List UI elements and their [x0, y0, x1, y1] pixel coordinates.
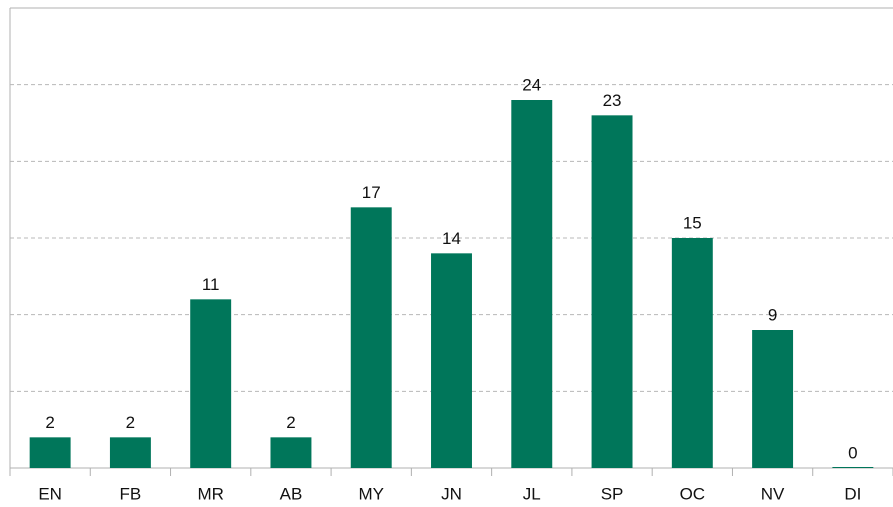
value-label: 11: [202, 275, 220, 294]
x-tick-label: MR: [197, 484, 223, 503]
bar: [511, 100, 553, 468]
x-tick-label: AB: [280, 484, 303, 503]
x-tick-label: SP: [601, 484, 624, 503]
x-tick-label: NV: [761, 484, 785, 503]
x-tick-label: OC: [680, 484, 706, 503]
bar: [190, 299, 232, 468]
value-label: 24: [522, 75, 541, 94]
x-tick-label: DI: [844, 484, 861, 503]
bar: [109, 437, 151, 468]
value-label: 2: [286, 413, 295, 432]
value-label: 14: [442, 229, 461, 248]
x-tick-label: MY: [358, 484, 384, 503]
value-label: 15: [683, 213, 702, 232]
bar: [431, 253, 472, 468]
bar: [29, 437, 71, 468]
bar: [270, 437, 312, 468]
value-label: 2: [45, 413, 54, 432]
value-label: 0: [848, 443, 857, 462]
bar: [752, 330, 794, 468]
bar: [671, 238, 713, 468]
x-tick-label: EN: [38, 484, 62, 503]
x-tick-label: JN: [441, 484, 462, 503]
x-tick-label: FB: [120, 484, 142, 503]
bar: [591, 115, 633, 468]
value-label: 17: [362, 183, 381, 202]
value-label: 9: [768, 305, 777, 324]
value-label: 23: [603, 91, 622, 110]
value-label: 2: [126, 413, 135, 432]
x-tick-label: JL: [523, 484, 541, 503]
bar: [832, 467, 874, 468]
bar: [350, 207, 392, 469]
